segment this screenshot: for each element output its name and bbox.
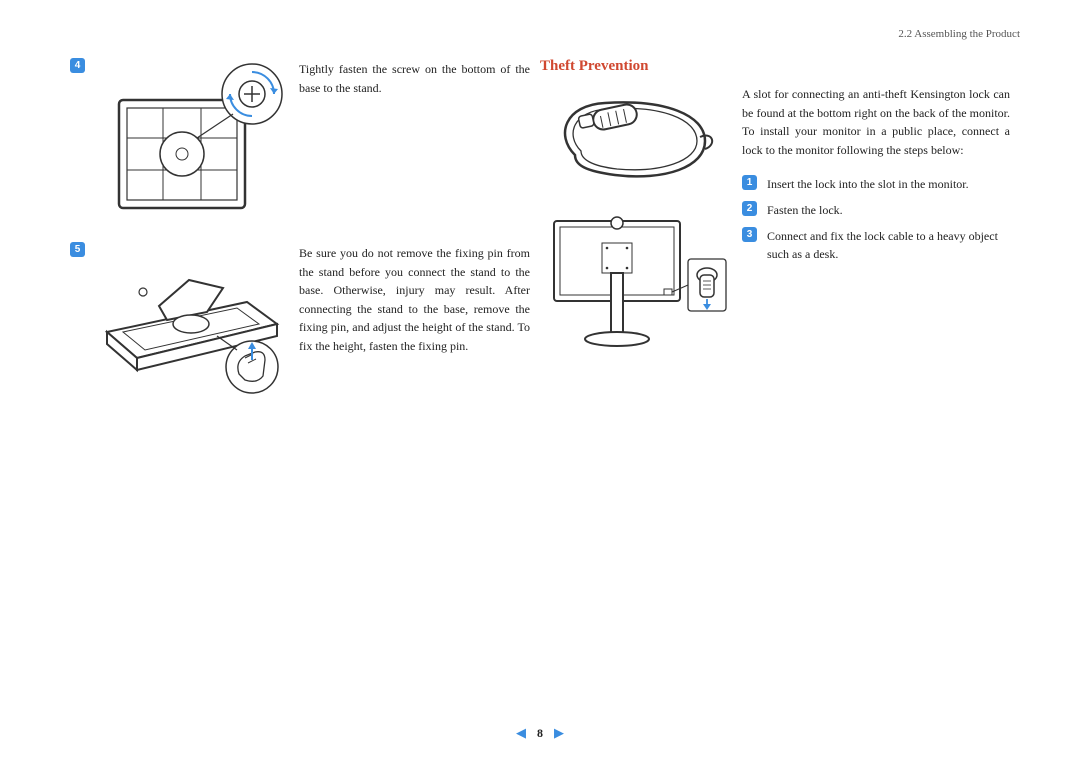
list-badge-3: 3 (742, 227, 757, 242)
footer-nav: ◀ 8 ▶ (0, 725, 1080, 741)
step-4-badge: 4 (70, 58, 85, 73)
right-column: Theft Prevention (540, 58, 1010, 406)
list-badge-1: 1 (742, 175, 757, 190)
step-5: 5 (70, 242, 530, 406)
list-text-2: Fasten the lock. (767, 201, 843, 219)
theft-steps-list: 1 Insert the lock into the slot in the m… (742, 175, 1010, 263)
next-page-button[interactable]: ▶ (548, 725, 570, 741)
step-4-text: Tightly fasten the screw on the bottom o… (299, 58, 530, 97)
list-text-1: Insert the lock into the slot in the mon… (767, 175, 969, 193)
monitor-back-figure (540, 213, 730, 353)
list-item: 2 Fasten the lock. (742, 201, 1010, 219)
step-5-text: Be sure you do not remove the fixing pin… (299, 242, 530, 356)
step-5-badge: 5 (70, 242, 85, 257)
prev-page-button[interactable]: ◀ (510, 725, 532, 741)
breadcrumb: 2.2 Assembling the Product (70, 28, 1020, 40)
theft-intro-text: A slot for connecting an anti-theft Kens… (742, 85, 1010, 159)
step-5-figure (97, 242, 287, 406)
step-4: 4 (70, 58, 530, 222)
list-text-3: Connect and fix the lock cable to a heav… (767, 227, 1010, 263)
theft-prevention-title: Theft Prevention (540, 58, 1010, 75)
step-4-figure (97, 58, 287, 222)
cable-lock-figure (545, 85, 725, 195)
list-item: 3 Connect and fix the lock cable to a he… (742, 227, 1010, 263)
left-column: 4 (70, 58, 530, 406)
page-number: 8 (535, 726, 545, 741)
list-item: 1 Insert the lock into the slot in the m… (742, 175, 1010, 193)
list-badge-2: 2 (742, 201, 757, 216)
